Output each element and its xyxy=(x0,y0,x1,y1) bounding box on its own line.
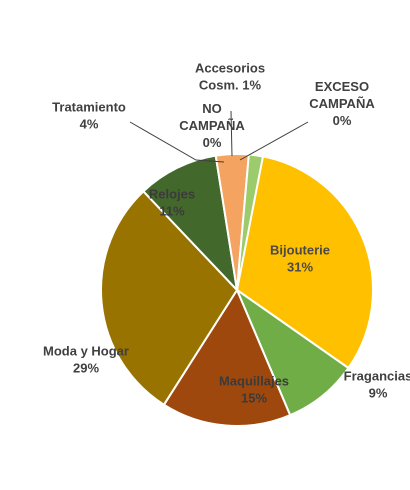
slice-label-bijouterie: Bijouterie 31% xyxy=(270,243,330,275)
slice-label-tratamiento: Tratamiento 4% xyxy=(52,100,126,132)
pie-slice-relojes xyxy=(141,154,239,294)
slice-label-fragancias: Fragancias 9% xyxy=(344,369,410,401)
pie-slice-maquillajes xyxy=(162,287,292,427)
leader-line-exceso-campaña xyxy=(239,121,309,161)
slice-label-moda-y-hogar: Moda y Hogar 29% xyxy=(43,344,129,376)
leader-lines xyxy=(129,110,309,163)
pie-slice-moda-y-hogar xyxy=(100,189,239,407)
pie-slice-bijouterie xyxy=(235,153,374,370)
slice-label-accesorios-cosm-: Accesorios Cosm. 1% xyxy=(195,61,265,93)
slice-label-no-campaña: NO CAMPAÑA 0% xyxy=(179,101,245,150)
slice-label-relojes: Relojes 11% xyxy=(149,187,195,219)
slice-labels: Bijouterie 31% Fragancias 9% Maquillajes 15% M… xyxy=(43,61,410,406)
leader-line-tratamiento xyxy=(129,121,225,163)
slice-label-maquillajes: Maquillajes 15% xyxy=(219,374,289,406)
slice-label-exceso-campaña: EXCESO CAMPAÑA 0% xyxy=(309,79,375,128)
leader-line-accesorios-cosm- xyxy=(230,110,233,157)
